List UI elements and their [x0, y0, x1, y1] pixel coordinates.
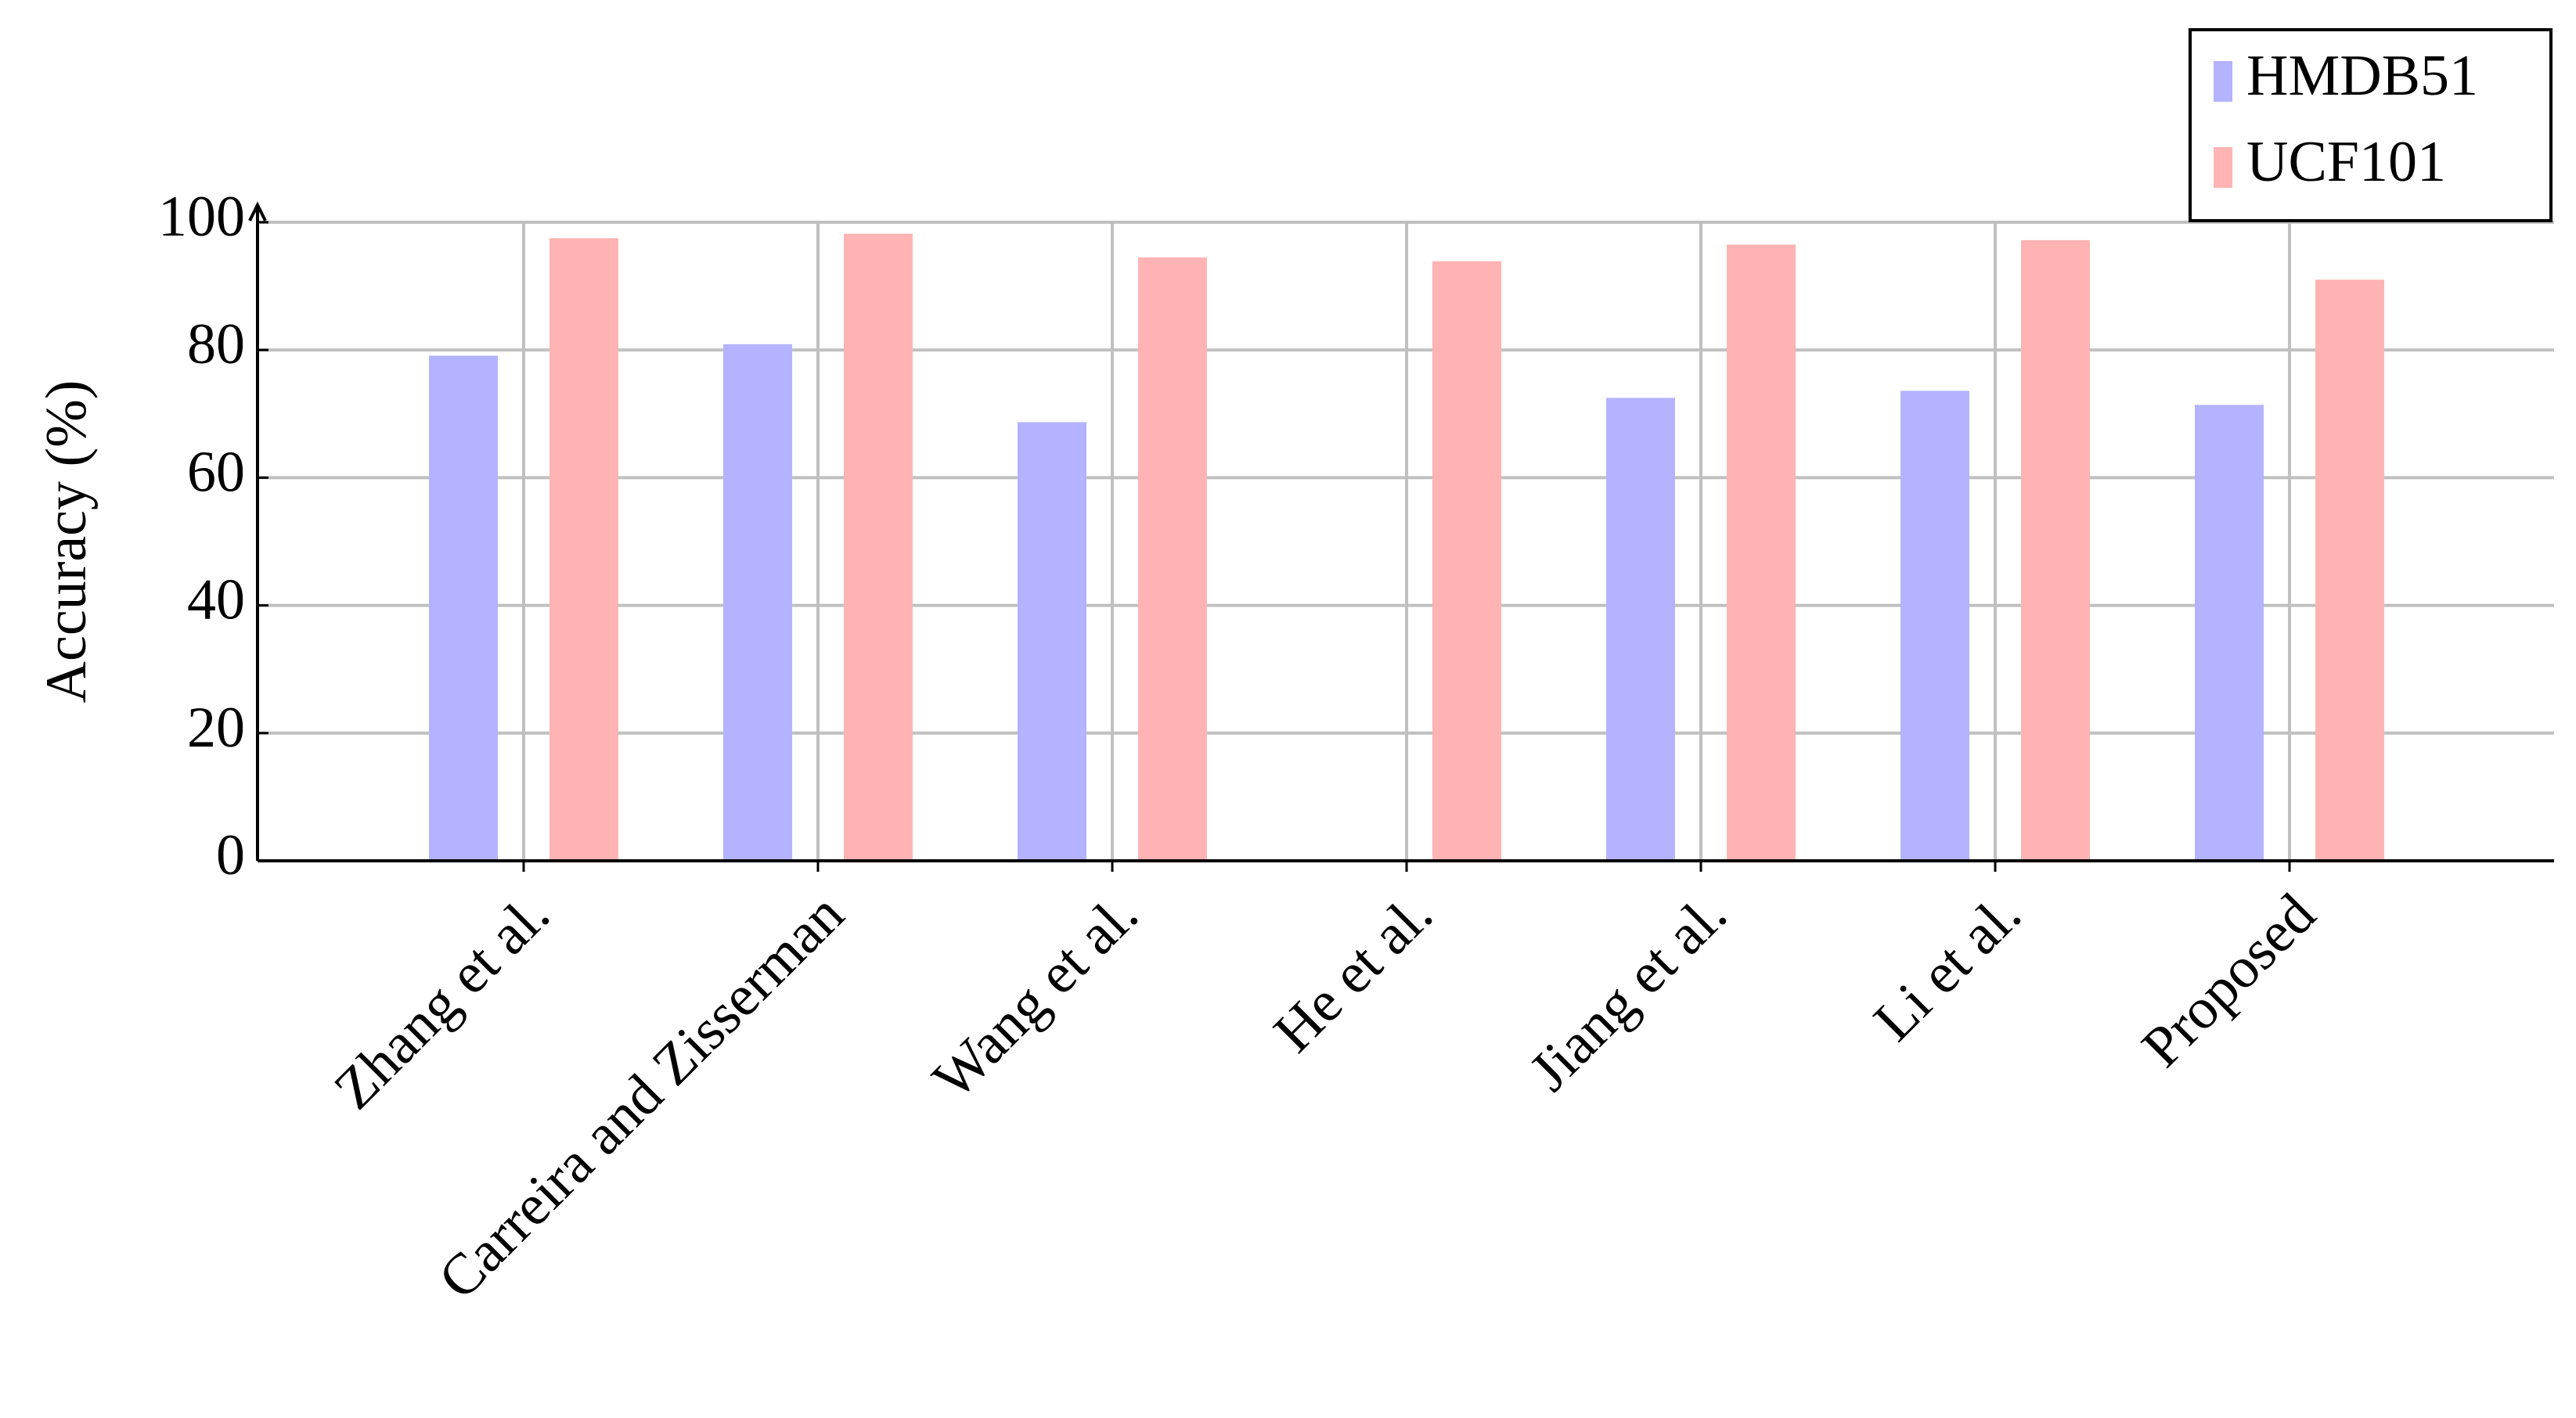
y-tick-label: 40 — [187, 568, 245, 632]
bar — [1138, 257, 1207, 861]
legend-swatch — [2214, 61, 2232, 102]
bar — [844, 233, 913, 861]
bar — [429, 355, 498, 861]
y-axis-arrow — [248, 201, 267, 221]
bar — [2195, 405, 2264, 861]
bar — [723, 344, 792, 862]
bar — [1018, 422, 1086, 861]
x-tick-label: Proposed — [2130, 882, 2328, 1080]
x-tick-label: Li et al. — [1862, 882, 2034, 1053]
y-tick-label: 20 — [187, 696, 245, 760]
bar — [1727, 244, 1796, 861]
legend-label: UCF101 — [2246, 130, 2446, 194]
bar — [549, 238, 618, 861]
x-tick-label: Jiang et al. — [1518, 882, 1739, 1103]
y-axis-label: Accuracy (%) — [34, 380, 99, 704]
legend-label: HMDB51 — [2246, 44, 2478, 108]
y-tick-label: 80 — [187, 312, 245, 376]
y-tick-label: 60 — [187, 440, 245, 504]
legend-swatch — [2214, 147, 2232, 188]
x-tick-label: Wang et al. — [921, 882, 1151, 1112]
bar — [2021, 239, 2090, 861]
bar — [1432, 261, 1501, 861]
x-tick-label: Zhang et al. — [322, 882, 561, 1121]
x-tick-label: He et al. — [1262, 882, 1445, 1065]
bar — [1606, 398, 1675, 861]
y-tick-label: 0 — [216, 823, 245, 887]
y-tick-label: 100 — [158, 185, 245, 249]
legend-box — [2189, 28, 2553, 222]
bar — [1900, 390, 1969, 861]
bar — [2315, 279, 2384, 861]
